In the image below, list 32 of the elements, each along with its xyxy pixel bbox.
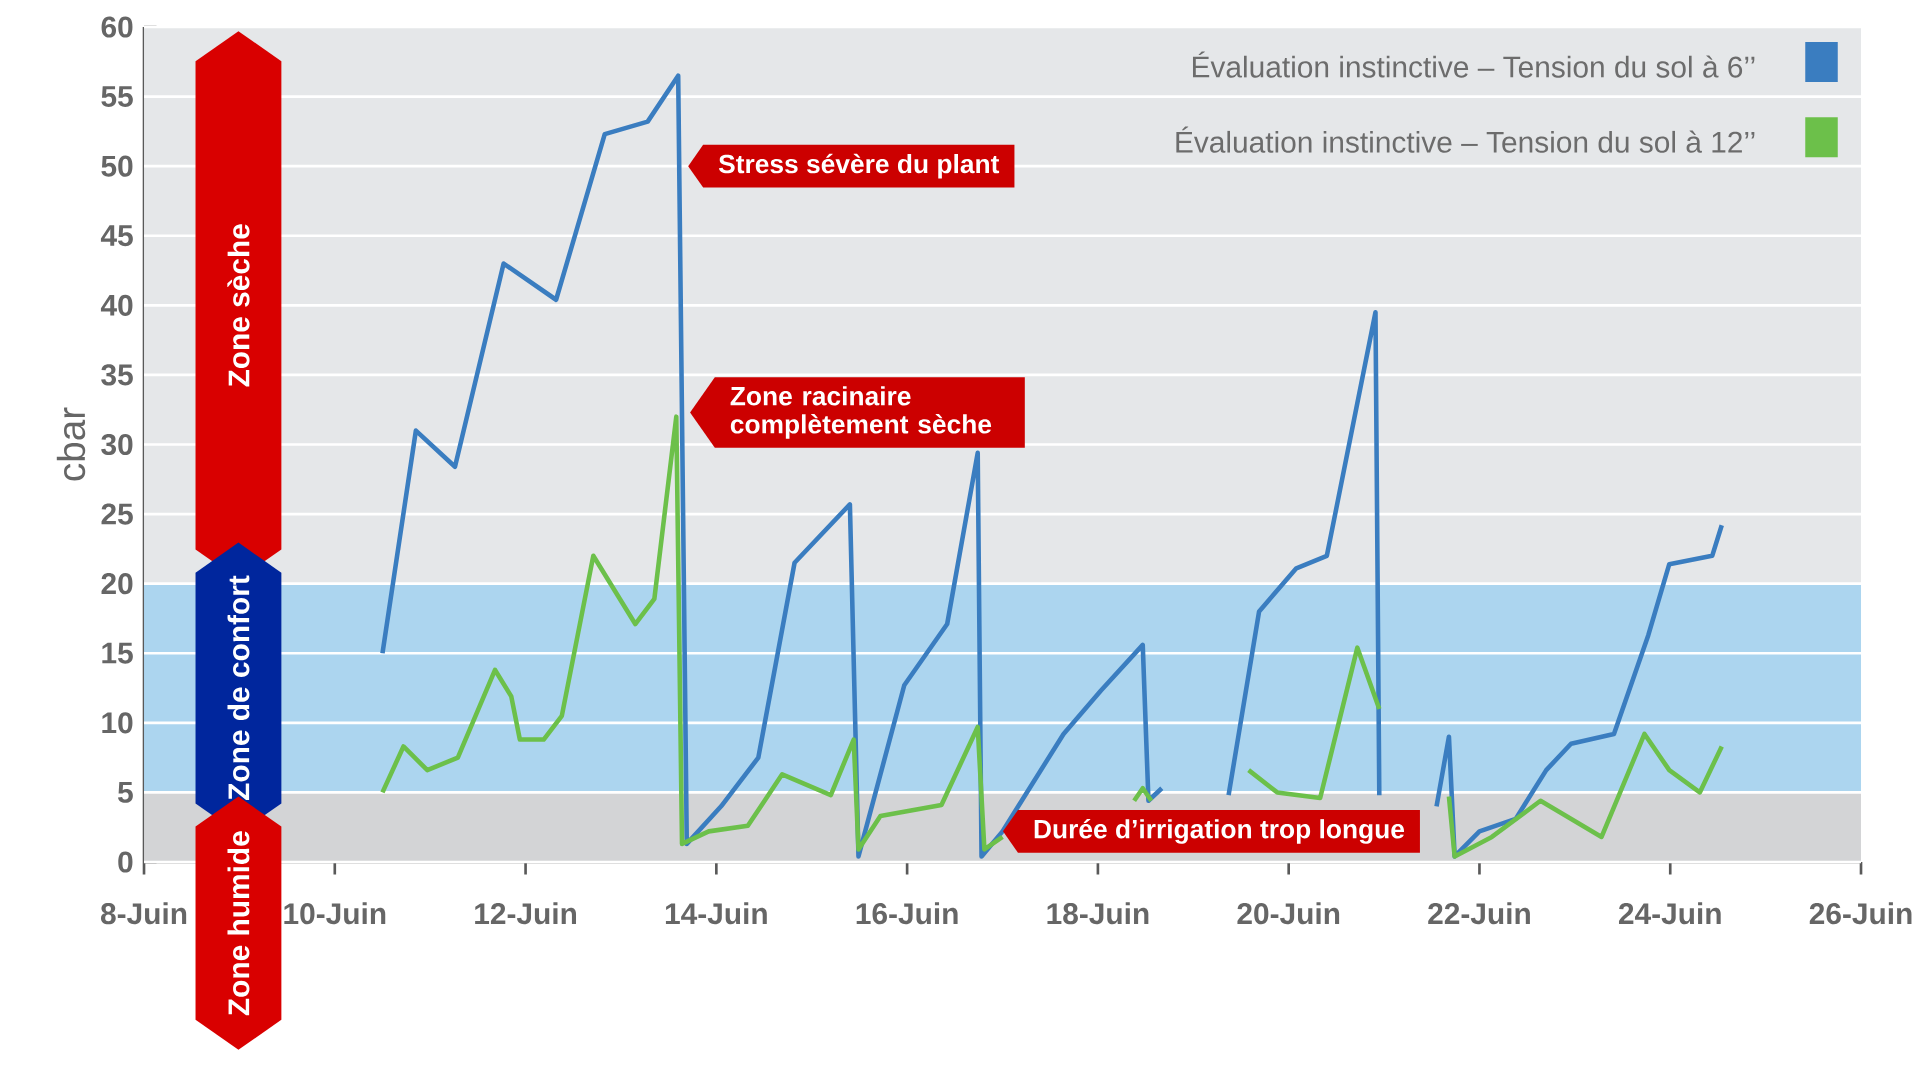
y-tick-label: 30	[101, 433, 133, 456]
y-tick-label: 40	[100, 294, 133, 316]
annotation: Stress sévère du plant	[718, 153, 1000, 179]
annotation: Durée d’irrigation trop longue	[1034, 818, 1405, 844]
y-tick-label: 0	[118, 851, 133, 873]
y-tick-label: 10	[102, 712, 133, 734]
x-tick-label: 18-Juin	[1047, 902, 1149, 925]
x-tick-label: 22-Juin	[1428, 902, 1530, 925]
y-tick-label: 20	[101, 573, 133, 595]
y-tick-label: 60	[101, 16, 133, 38]
y-tick-label: 25	[101, 503, 133, 525]
annotation: Zone racinaire complètement sèche	[730, 386, 992, 439]
x-tick-label: 16-Juin	[856, 902, 958, 925]
x-tick-label: 26-Juin	[1809, 902, 1912, 925]
band-label: Zone sèche	[227, 224, 250, 387]
y-tick-label: 45	[100, 225, 133, 247]
x-tick-label: 12-Juin	[475, 902, 577, 925]
x-tick-label: 10-Juin	[284, 902, 386, 925]
x-tick-label: 24-Juin	[1618, 902, 1721, 925]
band-label: Zone humide	[227, 831, 250, 1016]
y-tick-label: 15	[102, 642, 133, 664]
y-tick-label: 35	[101, 364, 133, 386]
y-tick-label: 50	[101, 155, 133, 177]
band-label: Zone de confort	[227, 575, 250, 800]
x-tick-label: 20-Juin	[1237, 902, 1340, 925]
legend-label: Évaluation instinctive – Tension du sol à 6’’	[1193, 51, 1755, 78]
y-axis-title: cbar	[56, 407, 86, 481]
legend-label: Évaluation instinctive – Tension du sol à 12’’	[1176, 126, 1755, 153]
y-tick-label: 5	[118, 781, 133, 803]
y-tick-label: 55	[101, 86, 133, 107]
x-tick-label: 8-Juin	[100, 902, 187, 925]
x-tick-label: 14-Juin	[665, 902, 767, 925]
